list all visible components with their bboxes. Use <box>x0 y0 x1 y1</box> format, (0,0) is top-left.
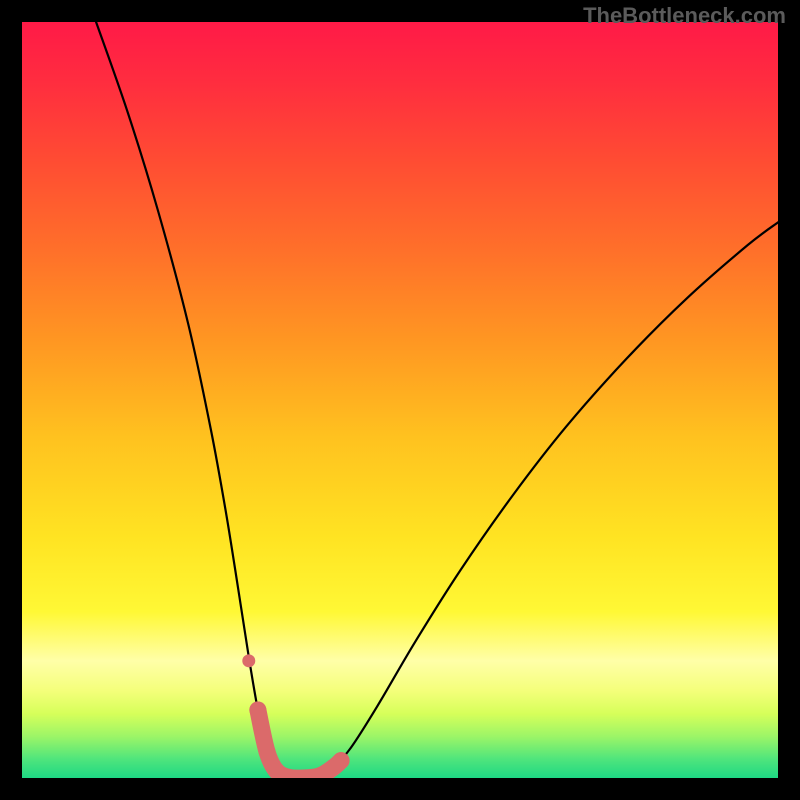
marker-dot <box>249 701 266 718</box>
marker-dot <box>333 752 350 769</box>
chart-svg <box>0 0 800 800</box>
watermark-text: TheBottleneck.com <box>583 3 786 29</box>
marker-dot <box>258 743 275 760</box>
chart-stage: TheBottleneck.com <box>0 0 800 800</box>
marker-dot-lone <box>242 654 255 667</box>
